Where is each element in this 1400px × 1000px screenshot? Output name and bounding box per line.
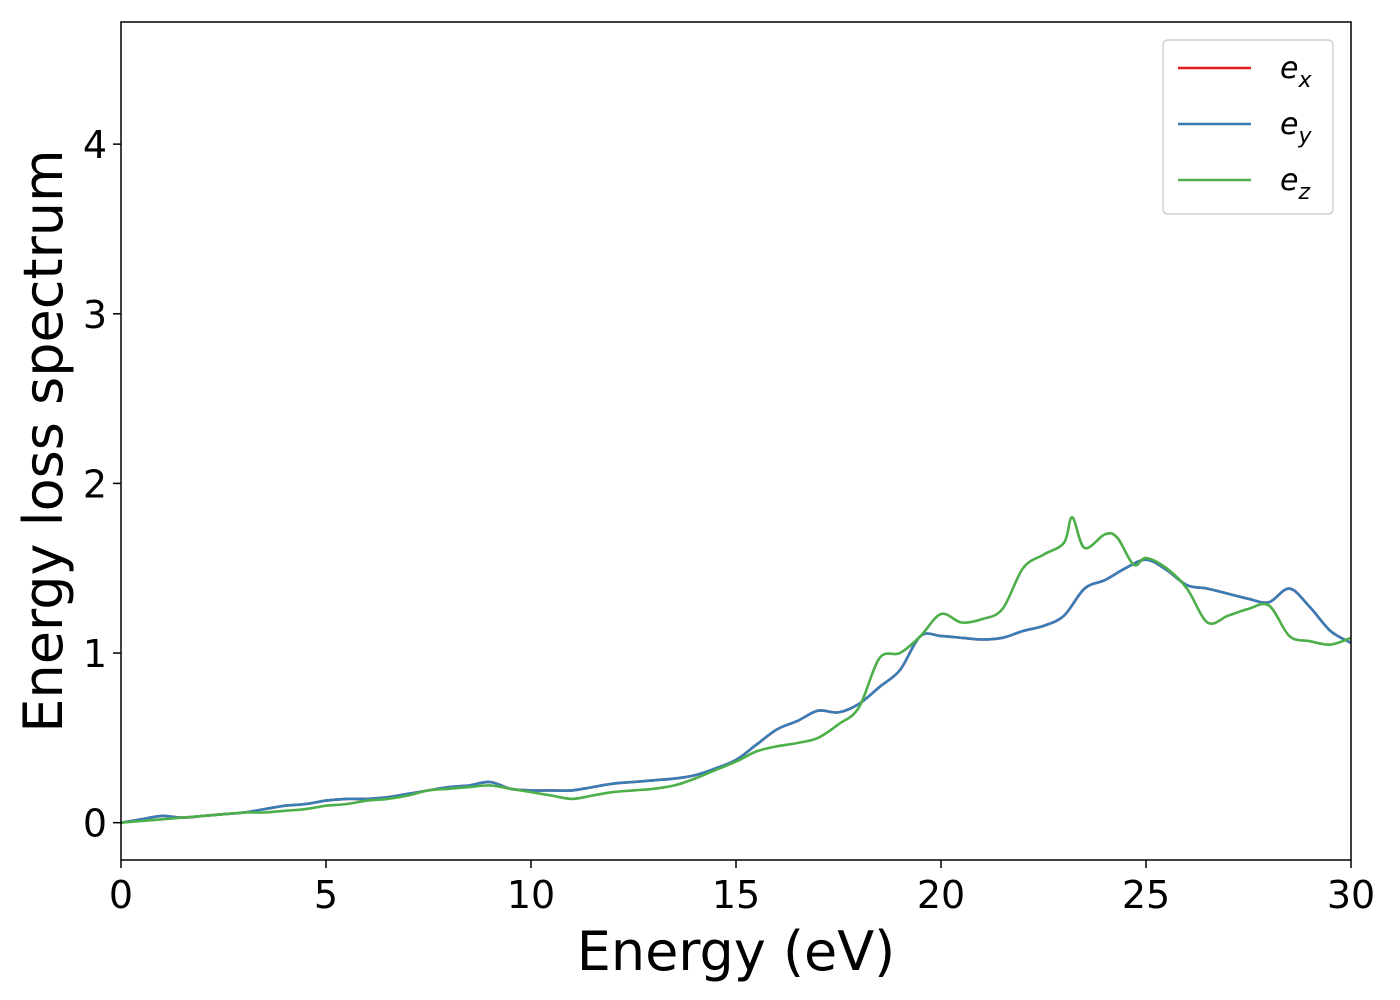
x-tick-label: 5 [314, 873, 338, 917]
x-axis-title: Energy (eV) [577, 920, 896, 983]
series-layer [121, 515, 1351, 824]
x-tick-label: 15 [712, 873, 760, 917]
legend-label-y: ey [1280, 107, 1312, 149]
series-line-z [121, 515, 1351, 824]
legend: ex ey ez [1162, 39, 1334, 215]
y-tick-label: 1 [83, 632, 107, 676]
y-axis: 0 1 2 3 4 [83, 123, 121, 846]
y-tick-label: 0 [83, 802, 107, 846]
legend-label-z: ez [1280, 163, 1310, 205]
y-tick-label: 2 [83, 462, 107, 506]
x-axis: 0 5 10 15 20 25 30 [109, 860, 1375, 917]
y-tick-label: 4 [83, 123, 107, 167]
x-tick-label: 0 [109, 873, 133, 917]
x-tick-label: 30 [1327, 873, 1375, 917]
y-axis-title: Energy loss spectrum [12, 149, 75, 732]
legend-box [1162, 39, 1334, 215]
y-tick-label: 3 [83, 293, 107, 337]
series-line-y [121, 558, 1351, 824]
x-tick-label: 20 [917, 873, 965, 917]
x-tick-label: 10 [507, 873, 555, 917]
legend-label-x: ex [1280, 51, 1312, 93]
x-tick-label: 25 [1122, 873, 1170, 917]
